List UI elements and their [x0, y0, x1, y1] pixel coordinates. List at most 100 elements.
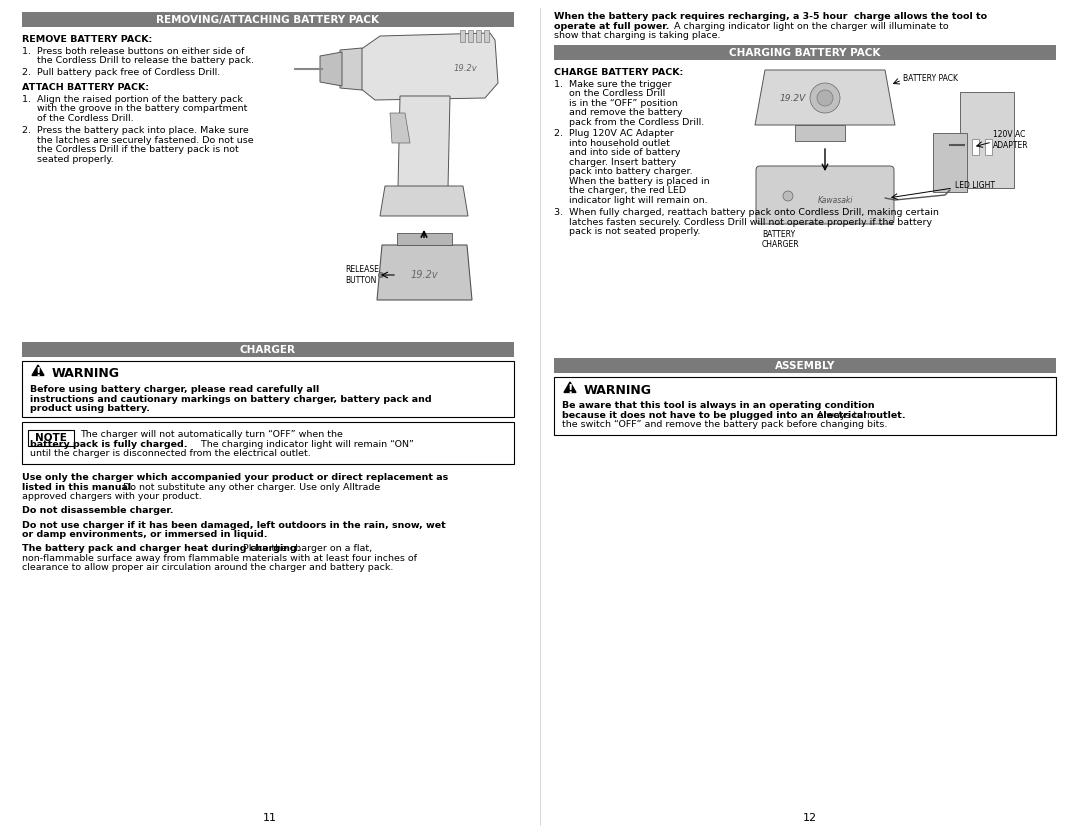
Text: 120V AC
ADAPTER: 120V AC ADAPTER: [993, 130, 1028, 149]
Text: 19.2v: 19.2v: [454, 63, 477, 73]
Text: Use only the charger which accompanied your product or direct replacement as: Use only the charger which accompanied y…: [22, 473, 448, 482]
Text: Do not use charger if it has been damaged, left outdoors in the rain, snow, wet: Do not use charger if it has been damage…: [22, 520, 446, 530]
Text: 1.  Make sure the trigger: 1. Make sure the trigger: [554, 79, 672, 88]
Text: A charging indicator light on the charger will illuminate to: A charging indicator light on the charge…: [671, 22, 948, 31]
Bar: [476, 30, 481, 42]
Polygon shape: [755, 70, 895, 125]
Text: battery pack is fully charged.: battery pack is fully charged.: [30, 440, 188, 449]
Bar: [28, 430, 75, 446]
Text: the switch “OFF” and remove the battery pack before changing bits.: the switch “OFF” and remove the battery …: [562, 420, 888, 429]
Text: NOTE: NOTE: [35, 433, 67, 443]
Text: The battery pack and charger heat during charging.: The battery pack and charger heat during…: [22, 545, 300, 553]
Text: clearance to allow proper air circulation around the charger and battery pack.: clearance to allow proper air circulatio…: [22, 563, 393, 572]
Bar: [460, 30, 465, 42]
Polygon shape: [340, 48, 362, 90]
Text: LED LIGHT: LED LIGHT: [955, 180, 995, 189]
Text: pack is not seated properly.: pack is not seated properly.: [554, 227, 700, 236]
Text: Do not disassemble charger.: Do not disassemble charger.: [22, 506, 174, 515]
Polygon shape: [564, 382, 576, 393]
FancyBboxPatch shape: [960, 92, 1014, 188]
Circle shape: [816, 90, 833, 106]
Text: Do not substitute any other charger. Use only Alltrade: Do not substitute any other charger. Use…: [120, 483, 380, 491]
Text: indicator light will remain on.: indicator light will remain on.: [554, 195, 707, 204]
Text: the latches are securely fastened. Do not use: the latches are securely fastened. Do no…: [22, 135, 254, 144]
FancyBboxPatch shape: [756, 166, 894, 224]
Text: WARNING: WARNING: [584, 384, 652, 396]
Text: BATTERY PACK: BATTERY PACK: [903, 73, 958, 83]
Text: BATTERY
CHARGER: BATTERY CHARGER: [762, 230, 799, 249]
Bar: [22, 342, 514, 357]
Bar: [985, 139, 993, 155]
Text: Before using battery charger, please read carefully all: Before using battery charger, please rea…: [30, 385, 320, 394]
Circle shape: [783, 191, 793, 201]
FancyBboxPatch shape: [933, 133, 967, 192]
Text: seated properly.: seated properly.: [22, 154, 113, 163]
Text: ATTACH BATTERY PACK:: ATTACH BATTERY PACK:: [22, 83, 149, 92]
Bar: [22, 422, 514, 464]
Text: REMOVING/ATTACHING BATTERY PACK: REMOVING/ATTACHING BATTERY PACK: [157, 14, 379, 24]
Text: Place the charger on a flat,: Place the charger on a flat,: [240, 545, 373, 553]
Text: or damp environments, or immersed in liquid.: or damp environments, or immersed in liq…: [22, 530, 268, 539]
Text: Kawasaki: Kawasaki: [818, 195, 853, 204]
Circle shape: [810, 83, 840, 113]
Text: CHARGING BATTERY PACK: CHARGING BATTERY PACK: [729, 48, 880, 58]
Text: the charger, the red LED: the charger, the red LED: [554, 186, 686, 195]
Text: REMOVE BATTERY PACK:: REMOVE BATTERY PACK:: [22, 35, 152, 44]
Text: pack from the Cordless Drill.: pack from the Cordless Drill.: [554, 118, 704, 127]
Text: CHARGE BATTERY PACK:: CHARGE BATTERY PACK:: [554, 68, 684, 77]
Text: 11: 11: [264, 813, 276, 823]
Text: and into side of battery: and into side of battery: [554, 148, 680, 157]
Polygon shape: [32, 365, 44, 375]
Text: with the groove in the battery compartment: with the groove in the battery compartme…: [22, 104, 247, 113]
Polygon shape: [397, 233, 453, 245]
Text: When the battery pack requires recharging, a 3-5 hour  charge allows the tool to: When the battery pack requires rechargin…: [554, 12, 987, 21]
Bar: [554, 358, 1056, 373]
Text: charger. Insert battery: charger. Insert battery: [554, 158, 676, 167]
Text: RELEASE
BUTTON: RELEASE BUTTON: [345, 265, 379, 284]
Text: 2.  Press the battery pack into place. Make sure: 2. Press the battery pack into place. Ma…: [22, 126, 248, 135]
Text: CHARGER: CHARGER: [240, 344, 296, 354]
Text: 19.2v: 19.2v: [410, 270, 437, 280]
Text: When the battery is placed in: When the battery is placed in: [554, 177, 710, 185]
Text: latches fasten securely. Cordless Drill will not operate properly if the battery: latches fasten securely. Cordless Drill …: [554, 218, 932, 227]
Text: the Cordless Drill to release the battery pack.: the Cordless Drill to release the batter…: [22, 56, 254, 65]
Polygon shape: [399, 96, 450, 188]
Text: until the charger is disconnected from the electrical outlet.: until the charger is disconnected from t…: [30, 449, 311, 458]
Bar: [22, 361, 514, 417]
Text: 3.  When fully charged, reattach battery pack onto Cordless Drill, making certai: 3. When fully charged, reattach battery …: [554, 208, 939, 217]
Text: 1.  Press both release buttons on either side of: 1. Press both release buttons on either …: [22, 47, 244, 56]
Polygon shape: [360, 33, 498, 100]
Text: Always turn: Always turn: [814, 410, 873, 420]
Text: on the Cordless Drill: on the Cordless Drill: [554, 89, 665, 98]
Bar: [972, 139, 978, 155]
Text: non-flammable surface away from flammable materials with at least four inches of: non-flammable surface away from flammabl…: [22, 554, 417, 563]
Text: the Cordless Drill if the battery pack is not: the Cordless Drill if the battery pack i…: [22, 145, 239, 154]
Text: and remove the battery: and remove the battery: [554, 108, 683, 117]
Text: instructions and cautionary markings on battery charger, battery pack and: instructions and cautionary markings on …: [30, 394, 432, 404]
Text: 2.  Plug 120V AC Adapter: 2. Plug 120V AC Adapter: [554, 129, 674, 138]
Polygon shape: [377, 245, 472, 300]
Polygon shape: [795, 125, 845, 141]
Text: WARNING: WARNING: [52, 366, 120, 379]
Bar: [554, 45, 1056, 60]
Text: operate at full power.: operate at full power.: [554, 22, 670, 31]
Text: ASSEMBLY: ASSEMBLY: [774, 360, 835, 370]
Text: !: !: [36, 365, 41, 379]
Text: of the Cordless Drill.: of the Cordless Drill.: [22, 113, 134, 123]
Bar: [468, 30, 473, 42]
Text: 19.2V: 19.2V: [780, 93, 806, 103]
Bar: [22, 12, 514, 27]
Text: 1.  Align the raised portion of the battery pack: 1. Align the raised portion of the batte…: [22, 94, 243, 103]
Text: pack into battery charger.: pack into battery charger.: [554, 167, 692, 176]
Text: The charger will not automatically turn “OFF” when the: The charger will not automatically turn …: [80, 430, 342, 439]
Bar: [484, 30, 489, 42]
Text: because it does not have to be plugged into an electrical outlet.: because it does not have to be plugged i…: [562, 410, 906, 420]
Text: product using battery.: product using battery.: [30, 404, 150, 413]
Text: The charging indicator light will remain “ON”: The charging indicator light will remain…: [198, 440, 414, 449]
Text: is in the “OFF” position: is in the “OFF” position: [554, 98, 678, 108]
Text: into household outlet: into household outlet: [554, 138, 670, 148]
Text: Be aware that this tool is always in an operating condition: Be aware that this tool is always in an …: [562, 401, 875, 410]
Polygon shape: [390, 113, 410, 143]
Polygon shape: [320, 52, 342, 86]
Text: approved chargers with your product.: approved chargers with your product.: [22, 492, 202, 501]
